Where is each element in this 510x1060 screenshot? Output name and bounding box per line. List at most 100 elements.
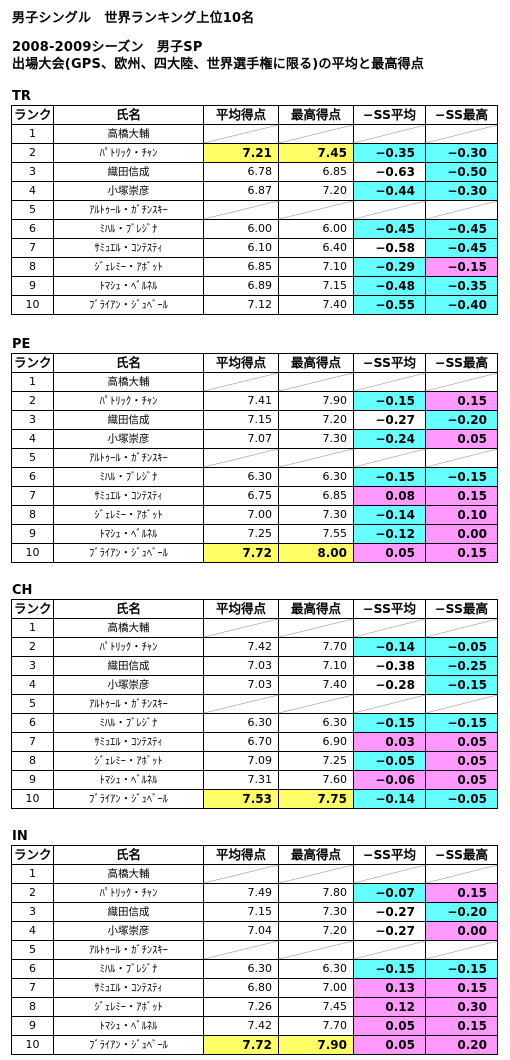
ss-max-cell: −0.45 bbox=[425, 219, 498, 239]
ss-avg-cell: −0.55 bbox=[353, 295, 426, 315]
header-rank: ランク bbox=[11, 599, 54, 619]
avg-score-cell: 7.03 bbox=[203, 656, 279, 676]
ss-max-cell: −0.40 bbox=[425, 295, 498, 315]
empty-cell-slash bbox=[279, 619, 353, 637]
avg-score-cell: 7.07 bbox=[203, 429, 279, 449]
section-label: CH bbox=[12, 583, 33, 598]
ss-avg-cell: −0.27 bbox=[353, 902, 426, 922]
ss-max-cell: 0.30 bbox=[425, 997, 498, 1017]
ss-max-cell: 0.15 bbox=[425, 486, 498, 506]
skater-name-cell: 織田信成 bbox=[53, 656, 204, 676]
max-score-cell: 7.45 bbox=[278, 997, 354, 1017]
empty-cell bbox=[203, 448, 279, 468]
header-ss-max: −SS最高 bbox=[425, 353, 498, 373]
max-score-cell: 6.00 bbox=[278, 219, 354, 239]
ranking-table: ランク 氏名 平均得点 最高得点 −SS平均 −SS最高 1 高橋大輔 2 ﾊﾟﾄﾘｯｸ・ﾁｬﾝ 7… bbox=[11, 105, 498, 315]
skater-name-cell: ｼﾞｪﾚﾐｰ・ｱﾎﾞｯﾄ bbox=[53, 997, 204, 1017]
ss-avg-cell: −0.63 bbox=[353, 162, 426, 182]
skater-name-cell: ﾐﾊﾙ・ﾌﾞﾚｼﾞﾅ bbox=[53, 959, 204, 979]
empty-cell bbox=[203, 694, 279, 714]
max-score-cell: 6.40 bbox=[278, 238, 354, 258]
empty-cell-slash bbox=[279, 865, 353, 883]
header-ss-max: −SS最高 bbox=[425, 599, 498, 619]
avg-score-cell: 6.30 bbox=[203, 467, 279, 487]
empty-cell-slash bbox=[204, 125, 278, 143]
empty-cell-slash bbox=[204, 449, 278, 467]
rank-cell: 8 bbox=[11, 505, 54, 525]
ss-max-cell: −0.05 bbox=[425, 789, 498, 809]
ss-avg-cell: −0.48 bbox=[353, 276, 426, 296]
avg-score-cell: 7.15 bbox=[203, 902, 279, 922]
header-name: 氏名 bbox=[53, 105, 204, 125]
ss-max-cell: 0.15 bbox=[425, 1016, 498, 1036]
ss-avg-cell: −0.58 bbox=[353, 238, 426, 258]
skater-name-cell: 小塚崇彦 bbox=[53, 429, 204, 449]
table-row: 8 ｼﾞｪﾚﾐｰ・ｱﾎﾞｯﾄ 7.00 7.30 −0.14 0.10 bbox=[11, 505, 498, 525]
rank-cell: 4 bbox=[11, 181, 54, 201]
max-score-cell: 7.00 bbox=[278, 978, 354, 998]
ss-avg-cell: −0.06 bbox=[353, 770, 426, 790]
max-score-cell: 7.80 bbox=[278, 883, 354, 903]
ss-avg-cell: −0.29 bbox=[353, 257, 426, 277]
empty-cell bbox=[203, 372, 279, 392]
avg-score-cell: 6.87 bbox=[203, 181, 279, 201]
table-row: 1 高橋大輔 bbox=[11, 864, 498, 884]
ss-max-cell: −0.15 bbox=[425, 713, 498, 733]
page-title: 男子シングル 世界ランキング上位10名 bbox=[12, 11, 255, 26]
ss-max-cell: −0.15 bbox=[425, 675, 498, 695]
max-score-cell: 7.55 bbox=[278, 524, 354, 544]
rank-cell: 6 bbox=[11, 467, 54, 487]
rank-cell: 3 bbox=[11, 902, 54, 922]
ss-max-cell: 0.15 bbox=[425, 391, 498, 411]
table-row: 9 ﾄﾏｼｭ・ﾍﾞﾙﾈﾙ 7.31 7.60 −0.06 0.05 bbox=[11, 770, 498, 790]
ss-avg-cell: −0.45 bbox=[353, 219, 426, 239]
skater-name-cell: ｼﾞｪﾚﾐｰ・ｱﾎﾞｯﾄ bbox=[53, 505, 204, 525]
skater-name-cell: ﾊﾟﾄﾘｯｸ・ﾁｬﾝ bbox=[53, 883, 204, 903]
max-score-cell: 6.85 bbox=[278, 162, 354, 182]
header-name: 氏名 bbox=[53, 599, 204, 619]
ss-max-cell: −0.25 bbox=[425, 656, 498, 676]
skater-name-cell: ﾐﾊﾙ・ﾌﾞﾚｼﾞﾅ bbox=[53, 467, 204, 487]
header-avg: 平均得点 bbox=[203, 105, 279, 125]
table-row: 7 ｻﾐｭｴﾙ・ｺﾝﾃｽﾃｨ 6.70 6.90 0.03 0.05 bbox=[11, 732, 498, 752]
skater-name-cell: ﾊﾟﾄﾘｯｸ・ﾁｬﾝ bbox=[53, 391, 204, 411]
ss-max-cell: −0.15 bbox=[425, 257, 498, 277]
avg-score-cell: 7.03 bbox=[203, 675, 279, 695]
rank-cell: 10 bbox=[11, 543, 54, 563]
table-row: 2 ﾊﾟﾄﾘｯｸ・ﾁｬﾝ 7.41 7.90 −0.15 0.15 bbox=[11, 391, 498, 411]
max-score-cell: 6.30 bbox=[278, 467, 354, 487]
avg-score-cell: 7.26 bbox=[203, 997, 279, 1017]
empty-cell bbox=[353, 448, 426, 468]
table-row: 1 高橋大輔 bbox=[11, 372, 498, 392]
ss-max-cell: 0.05 bbox=[425, 429, 498, 449]
table-header-row: ランク 氏名 平均得点 最高得点 −SS平均 −SS最高 bbox=[11, 845, 498, 865]
ss-max-cell: 0.10 bbox=[425, 505, 498, 525]
avg-score-cell: 7.12 bbox=[203, 295, 279, 315]
rank-cell: 5 bbox=[11, 940, 54, 960]
empty-cell bbox=[203, 618, 279, 638]
rank-cell: 5 bbox=[11, 694, 54, 714]
empty-cell-slash bbox=[279, 373, 353, 391]
skater-name-cell: ﾄﾏｼｭ・ﾍﾞﾙﾈﾙ bbox=[53, 1016, 204, 1036]
table-row: 10 ﾌﾞﾗｲｱﾝ・ｼﾞｭﾍﾞｰﾙ 7.53 7.75 −0.14 −0.05 bbox=[11, 789, 498, 809]
empty-cell-slash bbox=[354, 201, 425, 219]
avg-score-cell: 7.15 bbox=[203, 410, 279, 430]
rank-cell: 6 bbox=[11, 219, 54, 239]
skater-name-cell: ｱﾙﾄｩｰﾙ・ｶﾞﾁﾝｽｷｰ bbox=[53, 200, 204, 220]
table-row: 3 織田信成 6.78 6.85 −0.63 −0.50 bbox=[11, 162, 498, 182]
table-row: 5 ｱﾙﾄｩｰﾙ・ｶﾞﾁﾝｽｷｰ bbox=[11, 694, 498, 714]
table-row: 7 ｻﾐｭｴﾙ・ｺﾝﾃｽﾃｨ 6.10 6.40 −0.58 −0.45 bbox=[11, 238, 498, 258]
table-row: 10 ﾌﾞﾗｲｱﾝ・ｼﾞｭﾍﾞｰﾙ 7.72 7.90 0.05 0.20 bbox=[11, 1035, 498, 1055]
avg-score-cell: 7.72 bbox=[203, 1035, 279, 1055]
avg-score-cell: 6.85 bbox=[203, 257, 279, 277]
skater-name-cell: ﾌﾞﾗｲｱﾝ・ｼﾞｭﾍﾞｰﾙ bbox=[53, 295, 204, 315]
empty-cell-slash bbox=[204, 373, 278, 391]
ss-avg-cell: −0.44 bbox=[353, 181, 426, 201]
rank-cell: 8 bbox=[11, 997, 54, 1017]
ss-max-cell: 0.15 bbox=[425, 978, 498, 998]
section-label: TR bbox=[12, 89, 31, 104]
empty-cell-slash bbox=[279, 125, 353, 143]
skater-name-cell: 小塚崇彦 bbox=[53, 675, 204, 695]
skater-name-cell: ｻﾐｭｴﾙ・ｺﾝﾃｽﾃｨ bbox=[53, 238, 204, 258]
empty-cell bbox=[278, 124, 354, 144]
